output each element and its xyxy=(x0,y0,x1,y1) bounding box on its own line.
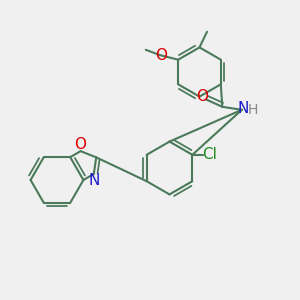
Text: N: N xyxy=(238,101,249,116)
Text: Cl: Cl xyxy=(202,147,217,162)
Text: O: O xyxy=(155,48,167,63)
Text: H: H xyxy=(248,103,258,117)
Text: O: O xyxy=(75,137,87,152)
Text: N: N xyxy=(89,173,100,188)
Text: O: O xyxy=(196,89,208,104)
